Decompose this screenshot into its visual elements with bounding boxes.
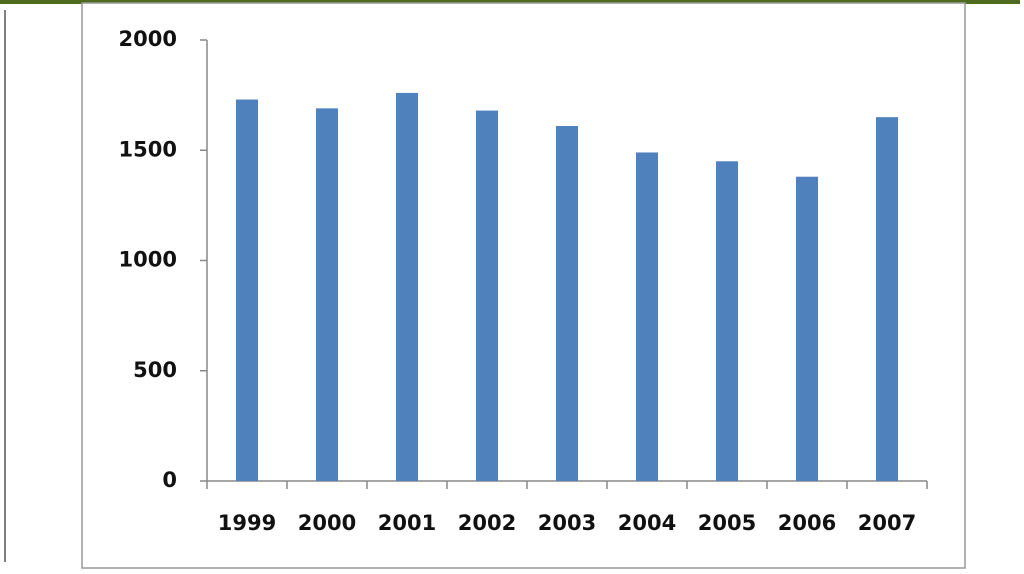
y-tick-label: 1000 (119, 248, 177, 272)
y-tick-label: 0 (162, 468, 177, 492)
bar (636, 152, 658, 481)
x-tick-label: 2001 (378, 511, 436, 535)
x-tick-label: 2007 (858, 511, 916, 535)
y-tick-label: 1500 (119, 137, 177, 161)
x-tick-label: 2003 (538, 511, 596, 535)
bar (236, 99, 258, 481)
x-tick-label: 2005 (698, 511, 756, 535)
chart-frame (81, 2, 966, 569)
y-tick-label: 2000 (119, 27, 177, 51)
top-bar (0, 0, 1020, 4)
bar (796, 176, 818, 481)
x-tick-label: 2000 (298, 511, 356, 535)
x-tick-label: 1999 (218, 511, 276, 535)
bar (476, 110, 498, 481)
x-tick-label: 2004 (618, 511, 676, 535)
bar (876, 117, 898, 482)
x-tick-label: 2006 (778, 511, 836, 535)
bar (396, 92, 418, 482)
y-tick-label: 500 (133, 358, 177, 382)
bar (316, 108, 338, 481)
bar (556, 125, 578, 482)
x-tick-label: 2002 (458, 511, 516, 535)
bar (716, 161, 738, 481)
